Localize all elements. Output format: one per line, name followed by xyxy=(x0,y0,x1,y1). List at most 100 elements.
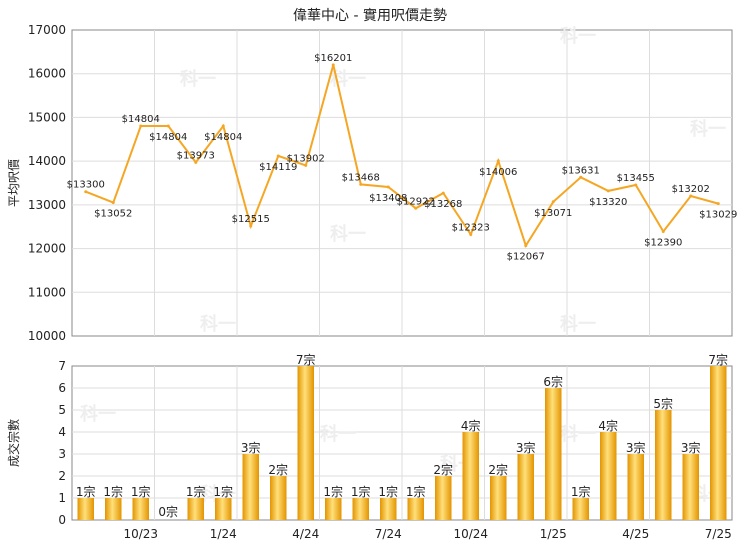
volume-bar xyxy=(380,498,397,520)
volume-data-label: 2宗 xyxy=(268,462,288,477)
price-series-line xyxy=(85,64,719,248)
price-point xyxy=(84,190,88,194)
volume-bar xyxy=(627,454,644,520)
price-point xyxy=(276,154,280,158)
price-point xyxy=(551,200,555,204)
price-data-label: $13468 xyxy=(342,172,380,183)
volume-data-label: 0宗 xyxy=(158,504,178,519)
price-data-label: $13631 xyxy=(562,165,600,176)
price-data-label: $13300 xyxy=(67,180,105,191)
volume-data-label: 4宗 xyxy=(598,418,618,433)
volume-bar xyxy=(435,476,452,520)
volume-bar xyxy=(407,498,424,520)
price-data-label: $12067 xyxy=(507,252,545,263)
price-line-panel: 10000 11000 12000 13000 14000 15000 16000 17000… xyxy=(7,23,737,343)
volume-data-label: 3宗 xyxy=(241,440,261,455)
volume-data-label: 1宗 xyxy=(351,484,371,499)
x-tick-label: 1/24 xyxy=(210,527,237,541)
volume-bar xyxy=(105,498,122,520)
price-point xyxy=(386,185,390,189)
price-point xyxy=(469,232,473,236)
price-point xyxy=(716,202,720,206)
y-tick-label: 6 xyxy=(58,381,66,395)
price-data-label: $13320 xyxy=(589,197,627,208)
y-axis-label: 成交宗數 xyxy=(6,419,21,467)
y-tick-label: 10000 xyxy=(28,329,66,343)
volume-data-label: 1宗 xyxy=(406,484,426,499)
y-tick-label: 1 xyxy=(58,491,66,505)
volume-data-label: 5宗 xyxy=(653,396,673,411)
price-data-label: $12922 xyxy=(397,196,435,207)
price-data-label: $16201 xyxy=(314,53,352,64)
volume-bar xyxy=(490,476,507,520)
price-point xyxy=(579,175,583,179)
volume-data-label: 1宗 xyxy=(213,484,233,499)
price-point xyxy=(139,124,143,128)
volume-bar xyxy=(517,454,534,520)
volume-data-label: 1宗 xyxy=(378,484,398,499)
y-tick-label: 3 xyxy=(58,447,66,461)
price-point xyxy=(606,189,610,193)
price-data-label: $14804 xyxy=(122,114,160,125)
volume-bar xyxy=(215,498,232,520)
volume-data-label: 1宗 xyxy=(323,484,343,499)
volume-bar xyxy=(682,454,699,520)
watermark: 科一 xyxy=(320,423,356,445)
watermark: 科一 xyxy=(560,25,596,47)
price-data-label: $13455 xyxy=(617,173,655,184)
volume-data-label: 4宗 xyxy=(461,418,481,433)
y-tick-label: 0 xyxy=(58,513,66,527)
volume-bar xyxy=(242,454,259,520)
price-point xyxy=(221,124,225,128)
volume-bar xyxy=(325,498,342,520)
price-data-label: $14804 xyxy=(149,132,187,143)
y-tick-label: 11000 xyxy=(28,285,66,299)
volume-data-label: 2宗 xyxy=(433,462,453,477)
volume-bar xyxy=(297,366,314,520)
volume-data-label: 3宗 xyxy=(626,440,646,455)
price-point xyxy=(441,191,445,195)
y-tick-label: 2 xyxy=(58,469,66,483)
x-tick-label: 7/25 xyxy=(705,527,732,541)
price-point xyxy=(304,163,308,167)
volume-bar xyxy=(270,476,287,520)
price-point xyxy=(661,230,665,234)
y-axis-label: 平均呎價 xyxy=(7,159,21,207)
watermark: 科一 xyxy=(80,403,116,425)
y-tick-label: 13000 xyxy=(28,198,66,212)
volume-bar xyxy=(572,498,589,520)
x-tick-label: 4/24 xyxy=(292,527,319,541)
price-data-label: $14804 xyxy=(204,132,242,143)
volume-bar xyxy=(462,432,479,520)
price-data-label: $13052 xyxy=(94,209,132,220)
price-point xyxy=(111,201,115,205)
price-data-label: $13202 xyxy=(672,184,710,195)
price-data-label: $12323 xyxy=(452,222,490,233)
chart-title: 偉華中心 - 實用呎價走勢 xyxy=(293,7,447,24)
watermark: 科一 xyxy=(690,118,726,140)
watermark: 科一 xyxy=(200,313,236,335)
x-tick-label: 7/24 xyxy=(375,527,402,541)
volume-data-label: 1宗 xyxy=(76,484,96,499)
volume-data-label: 1宗 xyxy=(103,484,123,499)
volume-bar xyxy=(655,410,672,520)
y-tick-label: 17000 xyxy=(28,23,66,37)
volume-data-label: 7宗 xyxy=(708,352,728,367)
y-tick-label: 5 xyxy=(58,403,66,417)
price-data-label: $12515 xyxy=(232,214,270,225)
volume-bar xyxy=(545,388,562,520)
price-point xyxy=(524,244,528,248)
x-tick-label: 4/25 xyxy=(622,527,649,541)
price-data-label: $13902 xyxy=(287,153,325,164)
price-point xyxy=(359,182,363,186)
price-data-label: $12390 xyxy=(644,238,682,249)
price-point xyxy=(249,224,253,228)
price-point xyxy=(634,183,638,187)
x-tick-label: 1/25 xyxy=(540,527,567,541)
y-tick-label: 15000 xyxy=(28,110,66,124)
price-point xyxy=(331,63,335,67)
price-data-label: $13973 xyxy=(177,150,215,161)
volume-bar xyxy=(132,498,149,520)
price-point xyxy=(414,206,418,210)
